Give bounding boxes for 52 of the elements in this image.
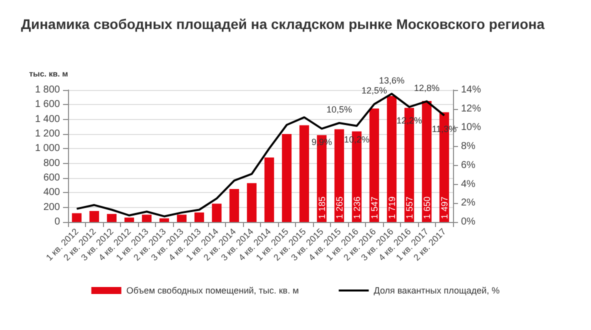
bar [299,125,310,222]
y2-tick-label: 6% [461,160,476,171]
y2-tick-label: 4% [461,178,476,190]
data-label: 1 650 [422,196,432,219]
bar [176,214,187,222]
bar [334,129,344,222]
data-label: 1 547 [369,196,380,219]
y-tick-label: 800 [43,158,60,169]
bar [159,218,170,222]
data-label: 12,8% [414,82,440,93]
bar [422,101,432,222]
data-label: 1 497 [439,196,450,219]
bar [142,214,152,222]
data-label: 1 265 [334,196,344,219]
y-tick-label: 400 [43,187,60,198]
y-tick-label: 600 [43,172,60,184]
data-label: 12,5% [361,86,388,96]
bar [229,189,240,222]
bar [369,108,380,222]
data-label: 1 557 [404,196,414,219]
y-tick-label: 0 [54,216,60,228]
bar [212,204,222,222]
data-label: 10,5% [326,104,352,114]
y-tick-label: 1 600 [34,99,60,110]
bar [72,213,82,222]
y-tick-label: 1 200 [34,128,60,140]
legend-label: Доля вакантных площадей, % [374,286,500,296]
y2-tick-label: 12% [461,103,482,114]
y2-tick-label: 2% [461,198,476,209]
y-axis-title: тыс. кв. м [29,70,68,78]
data-label: 1 185 [316,196,327,219]
y-tick-label: 200 [43,202,60,213]
chart-title: Динамика свободных площадей на складском рынке Московского региона [21,16,545,32]
bar [282,134,292,222]
y2-tick-label: 10% [461,122,482,134]
bar [246,183,257,222]
data-label: 1 719 [386,196,397,219]
y-tick-label: 1 400 [34,114,60,125]
data-label: 1 236 [352,196,362,219]
bar [264,157,274,222]
bar [89,211,100,222]
bar [106,214,117,222]
y-tick-label: 1 000 [34,143,60,154]
y-tick-label: 1 800 [34,84,60,96]
data-label: 13,6% [378,75,405,86]
bar [386,96,397,222]
y2-tick-label: 0% [461,216,476,228]
y2-tick-label: 8% [461,141,476,152]
bar [194,212,204,222]
bar [124,218,134,222]
y2-tick-label: 14% [461,84,482,96]
legend-label: Объем свободных помещений, тыс. кв. м [126,286,299,296]
